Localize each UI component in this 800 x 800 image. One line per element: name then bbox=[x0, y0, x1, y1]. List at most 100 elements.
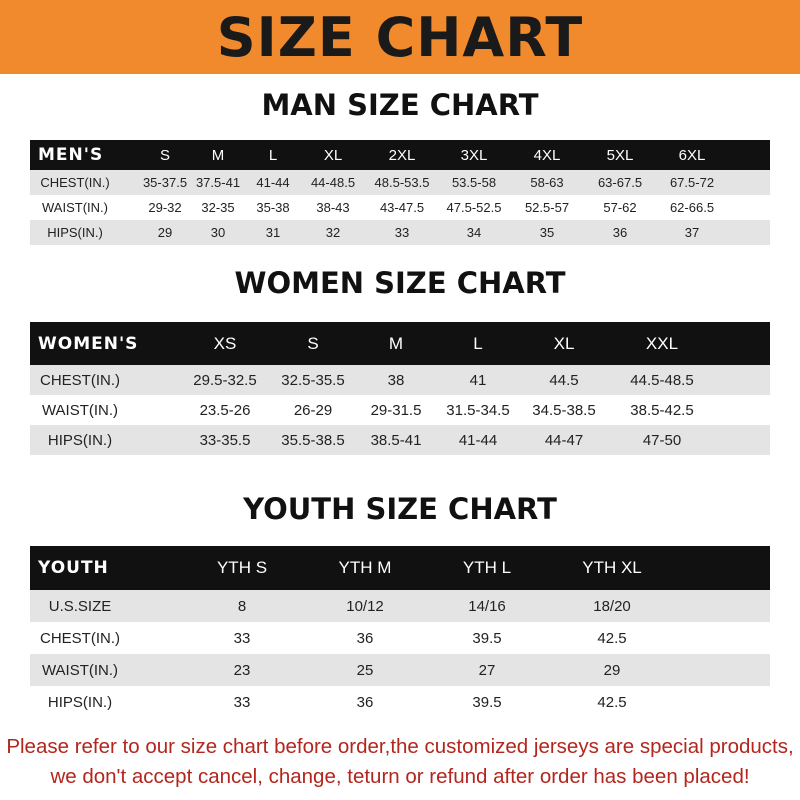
row-label: HIPS(IN.) bbox=[47, 693, 113, 711]
row-label: WAIST(IN.) bbox=[41, 661, 119, 679]
table-row: WAIST(IN.) 29-32 32-35 35-38 38-43 43-47.5 47.… bbox=[30, 195, 770, 220]
table-heading: WOMEN'S bbox=[38, 333, 139, 354]
measurement-cell: 41-44 bbox=[256, 175, 290, 190]
measurement-cell: 47.5-52.5 bbox=[446, 200, 502, 215]
measurement-cell: 35 bbox=[539, 225, 555, 240]
measurement-cell: 34 bbox=[466, 225, 482, 240]
table-row: HIPS(IN.) 33-35.5 35.5-38.5 38.5-41 41-44 44-… bbox=[30, 425, 770, 455]
measurement-cell: 48.5-53.5 bbox=[374, 175, 430, 190]
measurement-cell: 38-43 bbox=[316, 200, 350, 215]
measurement-cell: 44.5 bbox=[549, 371, 579, 389]
measurement-cell: 33 bbox=[233, 693, 251, 711]
size-header: 4XL bbox=[533, 146, 561, 164]
measurement-cell: 14/16 bbox=[468, 597, 506, 615]
measurement-cell: 39.5 bbox=[472, 693, 502, 711]
measurement-cell: 34.5-38.5 bbox=[532, 401, 596, 419]
measurement-cell: 37.5-41 bbox=[195, 175, 241, 190]
row-label: HIPS(IN.) bbox=[47, 431, 113, 449]
measurement-cell: 23 bbox=[233, 661, 251, 679]
measurement-cell: 42.5 bbox=[597, 693, 627, 711]
measurement-cell: 25 bbox=[356, 661, 374, 679]
table-row: U.S.SIZE 8 10/12 14/16 18/20 bbox=[30, 590, 770, 622]
measurement-cell: 41-44 bbox=[458, 431, 498, 449]
row-label: CHEST(IN.) bbox=[40, 629, 120, 647]
measurement-cell: 29-31.5 bbox=[370, 401, 422, 419]
youth-chart-title: YOUTH SIZE CHART bbox=[243, 492, 557, 526]
size-header: YTH S bbox=[216, 558, 268, 577]
measurement-cell: 30 bbox=[210, 225, 226, 240]
measurement-cell: 38 bbox=[387, 371, 405, 389]
table-row: CHEST(IN.) 29.5-32.5 32.5-35.5 38 41 44.5 44.5… bbox=[30, 365, 770, 395]
size-header: 3XL bbox=[460, 146, 488, 164]
table-row: HIPS(IN.) 29 30 31 32 33 34 35 36 37 bbox=[30, 220, 770, 245]
size-header: M bbox=[388, 333, 404, 353]
measurement-cell: 33 bbox=[394, 225, 410, 240]
size-header: 5XL bbox=[606, 146, 634, 164]
size-header: YTH XL bbox=[582, 558, 642, 577]
measurement-cell: 62-66.5 bbox=[669, 200, 715, 215]
size-header: M bbox=[211, 146, 225, 164]
measurement-cell: 38.5-41 bbox=[370, 431, 422, 449]
table-row: WAIST(IN.) 23 25 27 29 bbox=[30, 654, 770, 686]
measurement-cell: 38.5-42.5 bbox=[630, 401, 694, 419]
size-header: 6XL bbox=[678, 146, 706, 164]
measurement-cell: 52.5-57 bbox=[524, 200, 570, 215]
row-label: WAIST(IN.) bbox=[41, 401, 119, 419]
women-chart-title: WOMEN SIZE CHART bbox=[234, 266, 566, 300]
measurement-cell: 10/12 bbox=[346, 597, 384, 615]
banner-title: SIZE CHART bbox=[216, 5, 584, 69]
size-header: S bbox=[307, 333, 319, 353]
measurement-cell: 32.5-35.5 bbox=[281, 371, 345, 389]
table-header-row: MEN'S S M L XL 2XL 3XL 4XL 5XL 6XL bbox=[30, 140, 770, 170]
table-heading: YOUTH bbox=[38, 558, 109, 578]
size-header: XL bbox=[553, 333, 575, 353]
measurement-cell: 35-37.5 bbox=[142, 175, 188, 190]
youth-size-table: YOUTH YTH S YTH M YTH L YTH XL U.S.SIZE 8 10/12… bbox=[30, 546, 770, 718]
size-header: S bbox=[159, 146, 171, 164]
size-header: L bbox=[473, 333, 483, 353]
measurement-cell: 33-35.5 bbox=[199, 431, 251, 449]
table-heading: MEN'S bbox=[38, 145, 104, 165]
table-row: CHEST(IN.) 33 36 39.5 42.5 bbox=[30, 622, 770, 654]
measurement-cell: 31 bbox=[265, 225, 281, 240]
table-header-row: YOUTH YTH S YTH M YTH L YTH XL bbox=[30, 546, 770, 590]
size-header: 2XL bbox=[388, 146, 416, 164]
measurement-cell: 29.5-32.5 bbox=[193, 371, 257, 389]
table-row: CHEST(IN.) 35-37.5 37.5-41 41-44 44-48.5 48.5… bbox=[30, 170, 770, 195]
measurement-cell: 44-48.5 bbox=[310, 175, 356, 190]
measurement-cell: 26-29 bbox=[293, 401, 333, 419]
size-header: XXL bbox=[645, 333, 679, 353]
measurement-cell: 47-50 bbox=[642, 431, 682, 449]
measurement-cell: 23.5-26 bbox=[199, 401, 251, 419]
measurement-cell: 44.5-48.5 bbox=[630, 371, 694, 389]
measurement-cell: 63-67.5 bbox=[597, 175, 643, 190]
measurement-cell: 27 bbox=[478, 661, 496, 679]
measurement-cell: 33 bbox=[233, 629, 251, 647]
measurement-cell: 42.5 bbox=[597, 629, 627, 647]
measurement-cell: 57-62 bbox=[603, 200, 637, 215]
measurement-cell: 32 bbox=[325, 225, 341, 240]
men-chart-title: MAN SIZE CHART bbox=[261, 88, 539, 122]
measurement-cell: 36 bbox=[612, 225, 628, 240]
notice-line-1: Please refer to our size chart before or… bbox=[6, 735, 794, 758]
table-row: HIPS(IN.) 33 36 39.5 42.5 bbox=[30, 686, 770, 718]
measurement-cell: 29 bbox=[157, 225, 173, 240]
measurement-cell: 18/20 bbox=[593, 597, 631, 615]
measurement-cell: 31.5-34.5 bbox=[446, 401, 510, 419]
measurement-cell: 37 bbox=[684, 225, 700, 240]
table-row: WAIST(IN.) 23.5-26 26-29 29-31.5 31.5-34.5 34… bbox=[30, 395, 770, 425]
men-size-table: MEN'S S M L XL 2XL 3XL 4XL 5XL 6XL CHEST(IN.) 35-37… bbox=[30, 140, 770, 245]
measurement-cell: 35.5-38.5 bbox=[281, 431, 345, 449]
row-label: CHEST(IN.) bbox=[40, 175, 110, 190]
size-header: YTH M bbox=[338, 558, 392, 577]
measurement-cell: 32-35 bbox=[201, 200, 235, 215]
measurement-cell: 44-47 bbox=[544, 431, 584, 449]
row-label: WAIST(IN.) bbox=[42, 200, 108, 215]
size-chart-banner: SIZE CHART bbox=[0, 0, 800, 74]
measurement-cell: 35-38 bbox=[256, 200, 290, 215]
measurement-cell: 36 bbox=[356, 693, 374, 711]
measurement-cell: 53.5-58 bbox=[451, 175, 497, 190]
size-header: XL bbox=[323, 146, 343, 164]
size-header: L bbox=[268, 146, 278, 164]
size-header: YTH L bbox=[462, 558, 512, 577]
